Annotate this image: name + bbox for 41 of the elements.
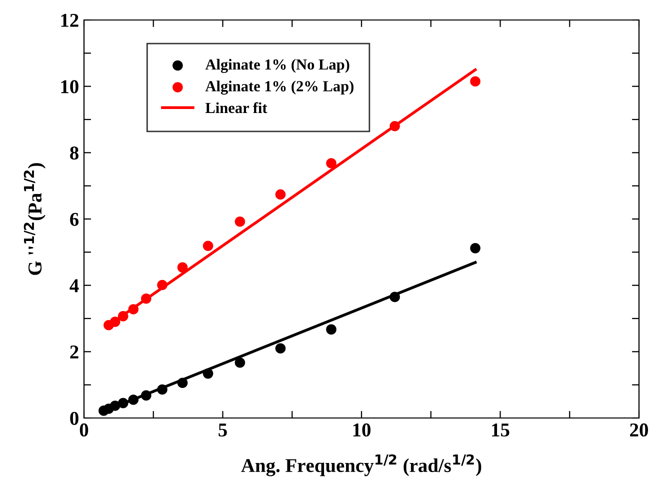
point [128,394,139,405]
y-tick-label: 0 [70,412,78,425]
point [202,240,214,252]
point [141,390,152,401]
point [128,304,139,314]
point [470,76,480,87]
point [275,343,286,354]
point [118,311,128,322]
legend-label: Linear fit [205,102,268,114]
point [177,378,188,388]
point [202,368,214,379]
x-tick-label: 20 [630,423,648,437]
x-tick-label: 15 [492,424,510,437]
x-tick-label: 10 [353,423,370,437]
x-tick-label: 5 [218,424,227,437]
point [390,292,400,302]
legend-label: Alginate 1% (2% Lap) [205,80,354,95]
y-tick-label: 4 [70,279,79,292]
point [157,280,168,290]
point [390,120,400,132]
y-axis-title: G ''$^{1/2}$(Pa$^{1/2}$) [24,163,46,275]
point [234,357,246,368]
legend-label: Alginate 1% (No Lap) [205,58,350,73]
y-tick-label: 8 [70,146,78,160]
point [110,400,120,411]
x-axis-title: Ang. Frequency$^{1/2}$ (rad/s$^{1/2}$) [241,454,482,476]
y-tick-label: 6 [70,212,79,226]
point [470,243,480,254]
point [234,216,246,227]
x-tick-label: 0 [80,423,88,437]
y-tick-label: 2 [70,346,78,358]
y-tick-label: 10 [61,80,78,94]
point [141,293,152,304]
point [326,158,336,168]
point [157,384,168,395]
point [326,324,336,335]
point [275,189,286,200]
y-tick-label: 12 [61,14,78,27]
point [118,398,128,408]
point [110,316,120,327]
point [177,262,188,273]
